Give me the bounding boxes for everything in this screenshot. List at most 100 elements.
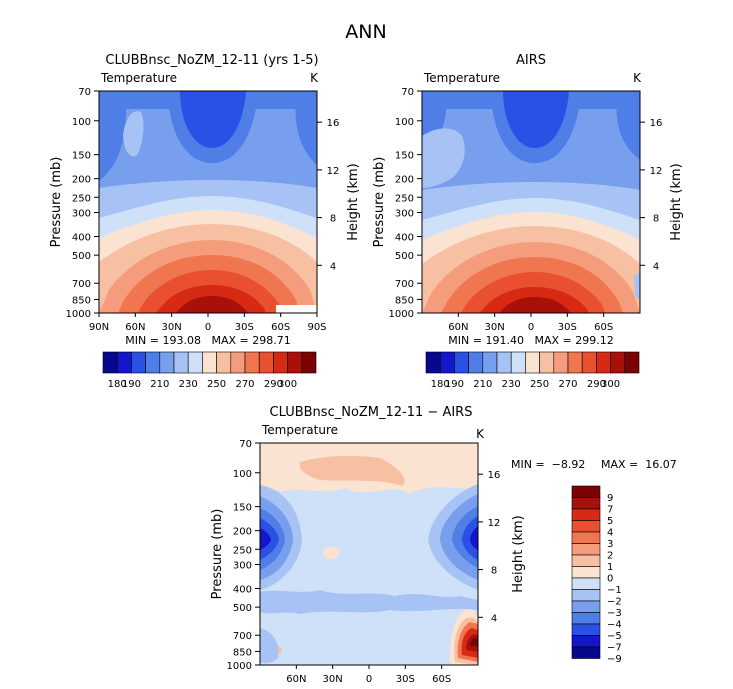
colorbar-swatch [571,485,601,498]
panel-units-label: K [633,71,642,85]
colorbar-label: 7 [607,505,613,516]
panel-units-label: K [476,427,485,441]
pressure-ticks: 70 100 150 200 250 300 400 500 700 850 1000 [389,87,422,320]
colorbar-label: 180 [108,379,127,390]
pressure-tick-label: 100 [72,117,91,128]
colorbar-label: −3 [607,608,622,619]
pressure-tick-label: 1000 [227,661,252,672]
height-tick-label: 4 [330,261,336,272]
pressure-tick-label: 150 [72,151,91,162]
pressure-tick-label: 250 [233,545,252,556]
colorbar-swatch [258,351,274,374]
pressure-tick-label: 1000 [66,309,91,320]
colorbar-label: 2 [607,551,613,562]
latitude-tick-label: 30S [558,322,577,333]
latitude-tick-label: 30S [235,322,254,333]
latitude-tick-label: 30N [485,322,505,333]
height-tick-label: 4 [491,613,497,624]
latitude-tick-label: 0 [528,322,534,333]
colorbar-swatch [510,351,526,374]
colorbar-swatch [187,351,203,374]
colorbar-label: 230 [502,379,521,390]
colorbar-swatch [468,351,484,374]
colorbar-swatch [425,351,441,374]
latitude-tick-label: 0 [366,674,372,685]
colorbar-swatch [202,351,217,374]
pressure-tick-label: 100 [395,117,414,128]
colorbar-label: −9 [607,654,622,665]
colorbar-label: 190 [122,379,141,390]
colorbar-label: 210 [473,379,492,390]
colorbar-label: 300 [601,379,620,390]
colorbar-label: −1 [607,585,622,596]
height-ticks: 4 8 12 16 [478,470,500,624]
height-tick-label: 12 [327,166,340,177]
pressure-tick-label: 700 [233,631,252,642]
panel-title: AIRS [516,53,546,68]
pressure-tick-label: 500 [72,251,91,262]
pressure-tick-label: 200 [72,175,91,186]
latitude-tick-label: 30N [323,674,343,685]
colorbar-swatch [525,351,540,374]
latitude-ticks: 60N 30N 0 30S 60S [448,313,613,333]
colorbar-label: 250 [530,379,549,390]
colorbar-swatch [624,351,640,374]
colorbar-swatch [301,351,317,374]
colorbar-label: 250 [207,379,226,390]
colorbar-swatch [571,543,601,556]
height-tick-label: 16 [650,118,663,129]
figure-title: ANN [345,21,386,43]
latitude-tick-label: 30N [162,322,182,333]
pressure-tick-label: 200 [395,175,414,186]
panel-left-label: Temperature [261,423,338,437]
colorbar-swatch [571,577,601,590]
colorbar-label: 290 [587,379,606,390]
colorbar-swatch [581,351,597,374]
latitude-tick-label: 0 [205,322,211,333]
colorbar-swatch [571,566,601,579]
colorbar-swatch [454,351,469,374]
min-stat: MIN = −8.92 [511,458,585,471]
contour-field [422,91,640,313]
panel-title: CLUBBnsc_NoZM_12-11 (yrs 1-5) [105,53,318,68]
panel-left-label: Temperature [100,71,177,85]
colorbar-swatch [216,351,232,374]
colorbar-label: 4 [607,528,613,539]
height-tick-label: 8 [330,214,336,225]
latitude-tick-label: 60S [271,322,290,333]
latitude-tick-label: 90S [307,322,326,333]
colorbar-label: 210 [150,379,169,390]
pressure-tick-label: 400 [233,585,252,596]
colorbar-swatch [116,351,132,374]
y-axis-label: Pressure (mb) [372,157,387,248]
pressure-tick-label: 200 [233,527,252,538]
panel-left-label: Temperature [423,71,500,85]
y2-axis-label: Height (km) [511,515,526,592]
colorbar-swatch [571,635,601,648]
pressure-tick-label: 250 [72,193,91,204]
colorbar-swatch [287,351,303,374]
colorbar-swatch [571,612,601,625]
latitude-ticks: 60N 30N 0 30S 60S [286,665,451,685]
pressure-tick-label: 70 [239,439,252,450]
colorbar-swatch [173,351,189,374]
pressure-tick-label: 500 [395,251,414,262]
colorbar-swatch [571,554,601,567]
colorbar-label: 230 [179,379,198,390]
latitude-tick-label: 60N [286,674,306,685]
colorbar-label: −7 [607,643,622,654]
pressure-tick-label: 300 [233,560,252,571]
colorbar-swatch [571,508,601,521]
pressure-ticks: 70 100 150 200 250 300 400 500 700 850 1000 [227,439,260,672]
y2-axis-label: Height (km) [669,163,684,240]
colorbar-swatch [571,497,601,510]
colorbar-label: 270 [558,379,577,390]
colorbar-label: 190 [445,379,464,390]
latitude-tick-label: 60S [594,322,613,333]
pressure-tick-label: 850 [395,295,414,306]
pressure-tick-label: 300 [72,208,91,219]
latitude-tick-label: 60N [448,322,468,333]
